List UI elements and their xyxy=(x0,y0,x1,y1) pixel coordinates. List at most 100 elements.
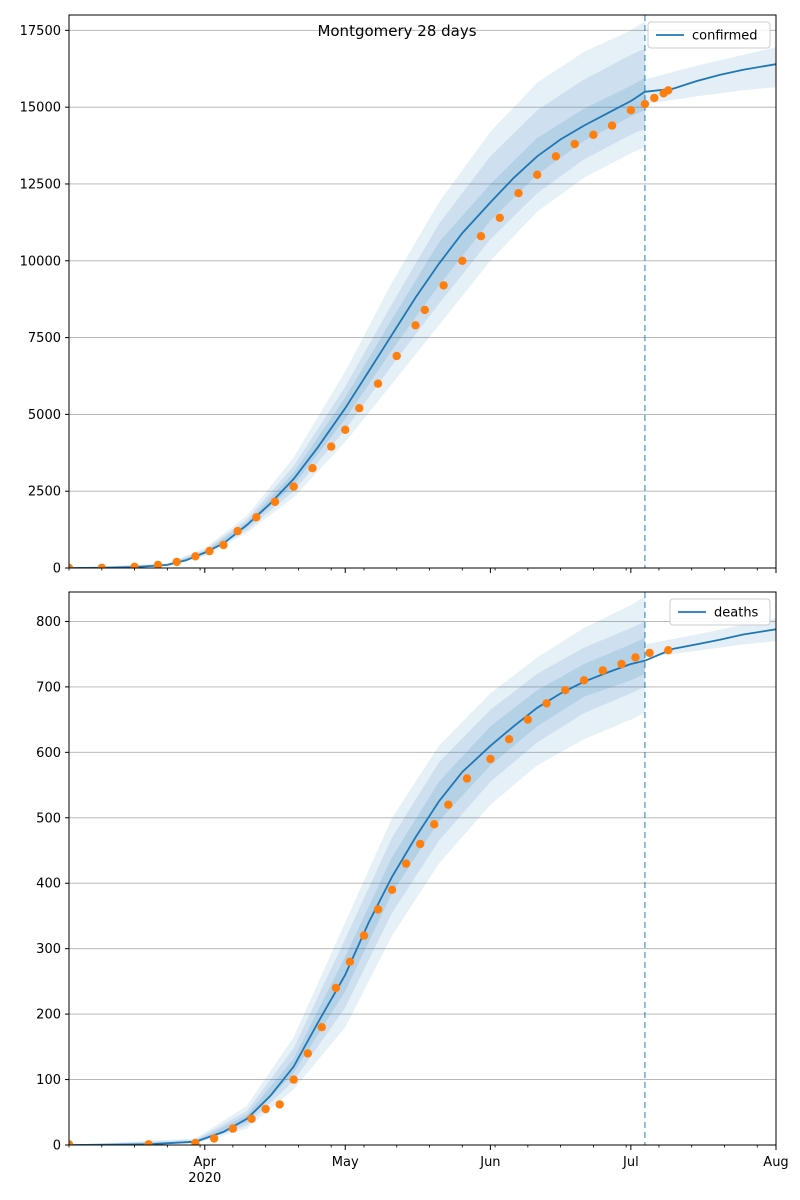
legend: confirmed xyxy=(647,21,771,49)
x-tick-label: Jul xyxy=(622,1155,639,1170)
y-tick-label: 10000 xyxy=(20,254,61,269)
band-outer xyxy=(69,21,645,568)
data-point xyxy=(420,305,429,315)
chart-title: Montgomery 28 days xyxy=(317,22,476,40)
data-point xyxy=(486,754,495,764)
data-point xyxy=(645,648,654,658)
data-point xyxy=(289,482,298,491)
band-middle xyxy=(69,48,645,568)
data-point xyxy=(664,646,673,655)
data-point xyxy=(327,442,336,451)
legend: deaths xyxy=(669,598,771,626)
data-point xyxy=(561,686,570,695)
data-point xyxy=(542,699,551,708)
y-tick-label: 800 xyxy=(36,615,61,630)
data-point xyxy=(275,1100,284,1109)
data-point xyxy=(495,213,504,222)
data-point xyxy=(640,99,650,109)
y-tick-label: 15000 xyxy=(20,101,61,116)
data-point xyxy=(219,540,228,550)
data-point xyxy=(631,653,640,662)
band-inner xyxy=(69,637,645,1145)
data-point xyxy=(523,715,532,724)
series-points-observed-confirmed xyxy=(69,86,673,568)
data-point xyxy=(589,130,598,139)
data-point xyxy=(69,1140,74,1145)
y-tick-label: 2500 xyxy=(28,485,61,500)
y-tick-label: 12500 xyxy=(20,177,61,192)
data-point xyxy=(205,546,214,556)
data-point xyxy=(617,659,626,669)
y-tick-label: 200 xyxy=(36,1008,61,1023)
data-point xyxy=(626,106,636,115)
y-tick-label: 300 xyxy=(36,942,61,957)
y-tick-label: 0 xyxy=(53,562,61,577)
data-point xyxy=(209,1134,219,1143)
data-point xyxy=(153,560,163,568)
x-tick-label: Jun xyxy=(479,1155,500,1170)
y-tick-label: 400 xyxy=(36,877,61,892)
legend-label: confirmed xyxy=(692,29,758,44)
legend-label: deaths xyxy=(714,606,759,621)
data-point xyxy=(341,425,350,434)
data-point xyxy=(430,820,439,829)
x-tick-label: May xyxy=(332,1155,359,1170)
y-tick-label: 17500 xyxy=(20,24,61,39)
band-forecast xyxy=(644,47,776,105)
data-point xyxy=(270,497,280,507)
data-point xyxy=(233,526,242,536)
data-point xyxy=(289,1075,298,1084)
y-tick-label: 7500 xyxy=(28,331,61,346)
band-inner xyxy=(69,78,645,568)
series-points-observed-deaths xyxy=(69,646,673,1145)
data-point xyxy=(331,983,341,993)
data-point xyxy=(650,93,659,103)
band-middle xyxy=(69,621,645,1145)
x-tick-label: Apr xyxy=(194,1155,217,1170)
data-point xyxy=(144,1140,153,1145)
x-tick-sublabel: 2020 xyxy=(188,1171,221,1186)
data-point xyxy=(570,139,579,149)
data-point xyxy=(345,957,355,966)
data-point xyxy=(598,666,607,675)
data-point xyxy=(533,170,542,179)
y-tick-label: 700 xyxy=(36,680,61,695)
data-point xyxy=(373,379,383,388)
x-tick-label: Aug xyxy=(763,1155,788,1170)
series-line-deaths xyxy=(69,628,776,1145)
data-point xyxy=(308,464,317,473)
data-point xyxy=(476,232,486,241)
data-point xyxy=(317,1022,326,1032)
legend-box xyxy=(647,21,771,49)
data-point xyxy=(172,557,181,567)
data-point xyxy=(97,563,106,568)
y-tick-label: 100 xyxy=(36,1073,61,1088)
data-point xyxy=(359,931,369,940)
y-tick-label: 5000 xyxy=(28,408,61,423)
data-point xyxy=(462,774,472,783)
data-point xyxy=(387,885,397,894)
data-point xyxy=(458,256,467,265)
data-point xyxy=(401,859,411,868)
data-point xyxy=(579,676,589,685)
data-point xyxy=(664,86,673,95)
data-point xyxy=(373,905,383,914)
data-point xyxy=(411,321,420,330)
data-point xyxy=(444,800,453,809)
band-outer xyxy=(69,596,645,1145)
data-point xyxy=(228,1124,238,1133)
legend-box xyxy=(669,598,771,626)
data-point xyxy=(551,152,561,161)
data-point xyxy=(130,562,139,568)
data-point xyxy=(439,281,448,290)
data-point xyxy=(247,1114,256,1124)
data-point xyxy=(69,563,74,568)
y-tick-label: 500 xyxy=(36,811,61,826)
confirmed-panel: 0 2500 5000 7500 10000 12500 15000 17500 confirm… xyxy=(20,14,777,577)
y-tick-label: 0 xyxy=(53,1139,61,1154)
data-point xyxy=(416,839,425,849)
y-tick-label: 600 xyxy=(36,746,61,761)
